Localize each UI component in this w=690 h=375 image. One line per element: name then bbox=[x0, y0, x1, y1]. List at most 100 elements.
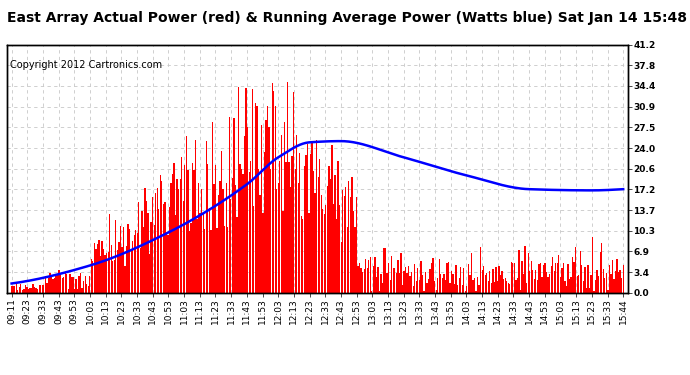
Bar bbox=[65, 273, 66, 292]
Bar bbox=[514, 263, 515, 292]
Bar bbox=[449, 283, 451, 292]
Bar bbox=[227, 227, 228, 292]
Bar bbox=[233, 118, 235, 292]
Bar bbox=[373, 266, 374, 292]
Text: Copyright 2012 Cartronics.com: Copyright 2012 Cartronics.com bbox=[10, 60, 162, 70]
Bar bbox=[546, 272, 547, 292]
Bar bbox=[366, 268, 368, 292]
Bar bbox=[508, 283, 509, 292]
Bar bbox=[41, 285, 43, 292]
Bar bbox=[523, 274, 524, 292]
Bar bbox=[195, 140, 196, 292]
Bar bbox=[454, 284, 455, 292]
Bar bbox=[52, 279, 54, 292]
Bar bbox=[276, 189, 277, 292]
Bar bbox=[287, 82, 288, 292]
Bar bbox=[354, 226, 355, 292]
Bar bbox=[330, 178, 331, 292]
Bar bbox=[282, 210, 284, 292]
Bar bbox=[478, 285, 480, 292]
Bar bbox=[21, 290, 23, 292]
Bar bbox=[566, 286, 567, 292]
Bar bbox=[252, 89, 253, 292]
Bar bbox=[414, 264, 415, 292]
Bar bbox=[426, 283, 428, 292]
Bar bbox=[313, 171, 314, 292]
Bar bbox=[14, 286, 15, 292]
Bar bbox=[72, 277, 74, 292]
Bar bbox=[281, 135, 282, 292]
Bar bbox=[100, 255, 101, 292]
Bar bbox=[388, 263, 389, 292]
Bar bbox=[130, 250, 132, 292]
Bar bbox=[589, 288, 590, 292]
Bar bbox=[268, 128, 270, 292]
Bar bbox=[451, 271, 452, 292]
Bar bbox=[266, 120, 267, 292]
Bar bbox=[371, 291, 373, 292]
Bar bbox=[299, 153, 300, 292]
Bar bbox=[279, 161, 281, 292]
Bar bbox=[602, 269, 604, 292]
Bar bbox=[161, 181, 162, 292]
Bar bbox=[488, 281, 489, 292]
Bar bbox=[540, 264, 541, 292]
Bar bbox=[137, 233, 138, 292]
Bar bbox=[512, 263, 513, 292]
Bar bbox=[121, 247, 123, 292]
Bar bbox=[331, 145, 333, 292]
Bar bbox=[101, 241, 103, 292]
Bar bbox=[547, 277, 549, 292]
Bar bbox=[360, 268, 362, 292]
Bar bbox=[445, 280, 446, 292]
Bar bbox=[68, 290, 69, 292]
Bar bbox=[390, 280, 391, 292]
Bar bbox=[357, 266, 359, 292]
Bar bbox=[259, 195, 261, 292]
Bar bbox=[587, 264, 589, 292]
Bar bbox=[474, 278, 475, 292]
Bar bbox=[297, 183, 299, 292]
Bar bbox=[166, 234, 167, 292]
Bar bbox=[59, 270, 60, 292]
Bar bbox=[328, 166, 330, 292]
Bar bbox=[350, 196, 351, 292]
Bar bbox=[284, 122, 285, 292]
Bar bbox=[610, 274, 611, 292]
Bar bbox=[86, 284, 88, 292]
Bar bbox=[572, 258, 573, 292]
Bar bbox=[152, 197, 153, 292]
Bar bbox=[170, 183, 172, 292]
Bar bbox=[402, 285, 403, 292]
Bar bbox=[46, 283, 48, 292]
Bar bbox=[482, 270, 483, 292]
Bar bbox=[422, 275, 423, 292]
Bar bbox=[175, 214, 176, 292]
Bar bbox=[494, 282, 495, 292]
Bar bbox=[502, 272, 503, 292]
Bar bbox=[242, 174, 244, 292]
Bar bbox=[149, 254, 150, 292]
Bar bbox=[592, 237, 593, 292]
Bar bbox=[376, 277, 377, 292]
Bar bbox=[561, 268, 562, 292]
Bar bbox=[596, 270, 598, 292]
Bar bbox=[558, 255, 560, 292]
Bar bbox=[255, 103, 256, 292]
Bar bbox=[98, 240, 99, 292]
Bar bbox=[239, 164, 241, 292]
Bar bbox=[417, 268, 418, 292]
Bar bbox=[301, 216, 302, 292]
Bar bbox=[164, 202, 166, 292]
Bar bbox=[179, 178, 181, 292]
Bar bbox=[460, 267, 462, 292]
Bar bbox=[104, 255, 106, 292]
Bar bbox=[206, 141, 207, 292]
Bar bbox=[573, 262, 575, 292]
Bar bbox=[457, 285, 458, 292]
Bar bbox=[215, 165, 216, 292]
Bar bbox=[308, 213, 310, 292]
Bar bbox=[79, 276, 80, 292]
Bar bbox=[262, 213, 264, 292]
Bar bbox=[342, 190, 344, 292]
